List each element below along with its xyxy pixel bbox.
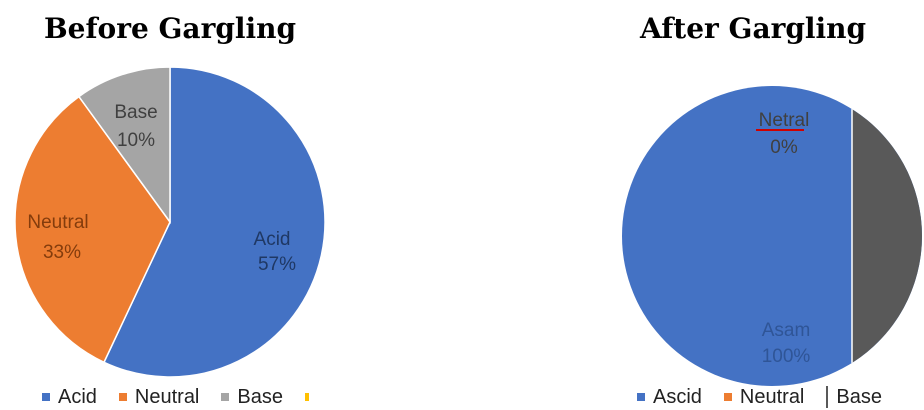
chart-title-before: Before Gargling	[44, 12, 297, 45]
slice-label-netral-name: Netral	[759, 110, 810, 131]
slice-label-base-name: Base	[114, 102, 157, 123]
legend-label-acid: Acid	[58, 385, 97, 408]
legend-item-acid: Acid	[42, 386, 97, 409]
legend-label-base-after: Base	[836, 385, 882, 408]
legend-swatch-base-after	[826, 386, 829, 408]
pie-before	[14, 66, 326, 378]
legend-item-neutral-after: Neutral	[723, 385, 805, 409]
slice-label-asam-name: Asam	[762, 320, 811, 341]
legend-item-base: Base	[221, 386, 283, 409]
legend-after: Ascid Neutral Base	[637, 386, 904, 408]
legend-label-neutral-after: Neutral	[739, 385, 805, 408]
legend-item-neutral: Neutral	[118, 385, 200, 409]
legend-swatch-extra	[304, 393, 309, 401]
legend-before: Acid Neutral Base	[42, 386, 339, 408]
legend-swatch-neutral	[118, 393, 127, 401]
slice-label-netral-pct: 0%	[770, 137, 798, 158]
pie-after	[622, 86, 922, 386]
chart-title-after: After Gargling	[640, 12, 867, 45]
slice-label-acid-name: Acid	[254, 229, 291, 250]
slice-label-acid-pct: 57%	[258, 254, 296, 275]
pie-slice-neutral	[14, 95, 171, 364]
slice-label-base-pct: 10%	[117, 130, 155, 151]
legend-item-base-after: Base	[826, 386, 882, 409]
legend-item-extra	[304, 393, 317, 401]
legend-item-ascid: Ascid	[637, 386, 702, 409]
pie-charts-canvas: Acid 57% Neutral 33% Base 10% Netral 0% …	[14, 66, 922, 386]
legend-swatch-base	[221, 393, 230, 401]
pie-slice-basa	[852, 109, 922, 363]
legend-label-neutral: Neutral	[134, 385, 200, 408]
legend-swatch-neutral-after	[723, 393, 732, 401]
slice-label-neutral-pct: 33%	[43, 242, 81, 263]
slice-label-asam-pct: 100%	[762, 346, 811, 367]
pie-slice-asam	[622, 86, 922, 386]
pie-slice-base	[77, 66, 171, 225]
slice-label-neutral-name: Neutral	[27, 212, 88, 233]
legend-swatch-ascid	[637, 393, 645, 401]
legend-label-base: Base	[237, 385, 283, 408]
legend-swatch-acid	[42, 393, 50, 401]
pie-slice-acid	[103, 66, 326, 378]
legend-label-ascid: Ascid	[653, 385, 702, 408]
